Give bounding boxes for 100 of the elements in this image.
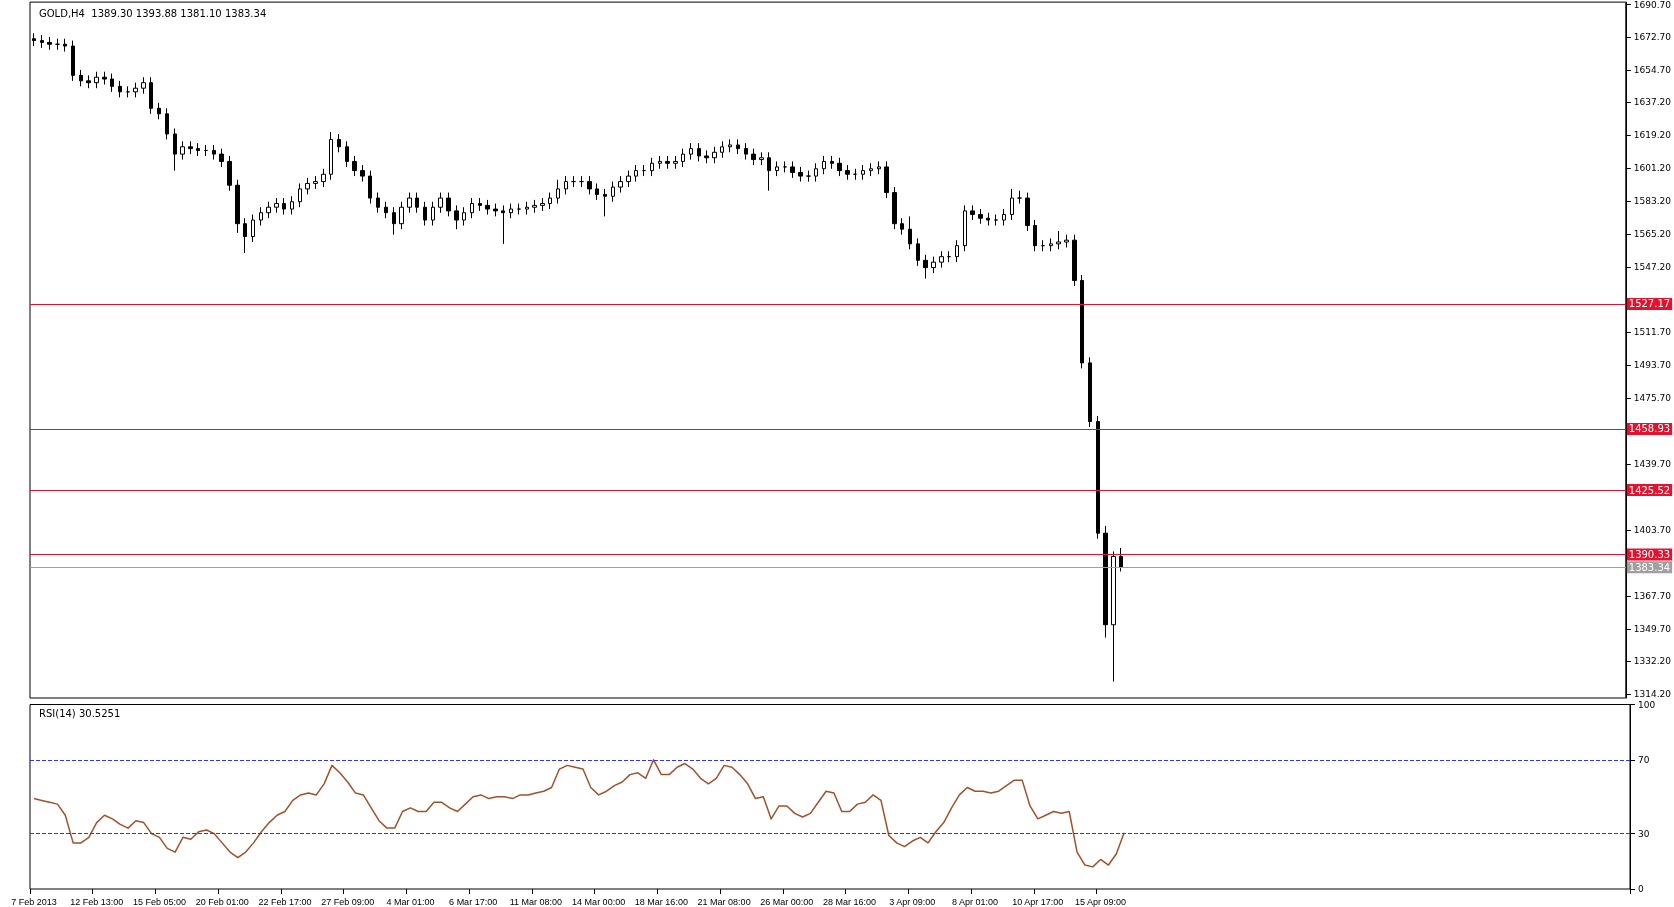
candlestick xyxy=(118,80,122,98)
candlestick xyxy=(525,201,529,216)
candlestick xyxy=(626,170,631,188)
candlestick xyxy=(493,203,498,217)
candlestick xyxy=(71,40,75,82)
x-tick-label: 3 Apr 09:00 xyxy=(889,896,936,907)
candlestick xyxy=(478,197,482,212)
candlestick xyxy=(712,146,717,164)
candlestick xyxy=(939,250,944,269)
candlestick xyxy=(540,197,545,212)
y-tick-label: 1547.20 xyxy=(1633,262,1672,273)
candlestick xyxy=(587,175,592,195)
candlestick xyxy=(485,199,490,216)
candlestick xyxy=(501,204,505,245)
candlestick xyxy=(986,212,990,227)
y-tick-label: 1619.20 xyxy=(1633,130,1672,141)
line-series xyxy=(33,759,1125,868)
candlestick xyxy=(681,148,685,168)
y-tick-label: 1475.70 xyxy=(1633,393,1672,404)
candlestick xyxy=(196,142,200,157)
candlestick xyxy=(431,201,435,227)
candlestick xyxy=(548,192,552,210)
candlestick xyxy=(892,186,897,230)
x-tick-label: 14 Mar 00:00 xyxy=(572,896,626,907)
candlestick xyxy=(861,164,865,181)
candlestick xyxy=(227,155,232,192)
candlestick xyxy=(360,164,365,183)
candlestick xyxy=(1033,219,1037,252)
candlestick xyxy=(603,188,607,217)
x-tick-label: 15 Feb 05:00 xyxy=(132,896,186,907)
ref-line-label: 1383.34 xyxy=(1628,561,1671,573)
candlestick xyxy=(650,157,654,177)
candlestick xyxy=(321,168,326,188)
y-tick-label: 1511.70 xyxy=(1633,327,1672,338)
candlestick xyxy=(571,175,576,188)
ref-line-label: 1527.17 xyxy=(1628,298,1671,310)
y-tick-label: 100 xyxy=(1638,699,1656,710)
candlestick xyxy=(1096,415,1100,540)
candlestick xyxy=(384,201,388,219)
candlestick xyxy=(282,197,286,216)
candlestick xyxy=(822,155,826,175)
candlestick xyxy=(32,32,36,47)
candlestick xyxy=(759,151,764,166)
y-tick-label: 1654.70 xyxy=(1633,65,1672,76)
candlestick xyxy=(689,142,693,161)
candlestick xyxy=(462,206,466,227)
candlestick xyxy=(611,181,615,203)
candlestick xyxy=(1064,234,1069,249)
candlestick xyxy=(266,201,271,219)
candlestick xyxy=(775,160,779,177)
y-tick-label: 1439.70 xyxy=(1633,459,1672,470)
x-tick-label: 7 Feb 2013 xyxy=(11,896,57,907)
candlestick xyxy=(133,82,138,98)
candlestick xyxy=(1010,188,1014,221)
candlestick xyxy=(955,239,959,263)
candlestick xyxy=(274,197,279,214)
candlestick xyxy=(869,162,873,177)
y-tick-label: 1332.20 xyxy=(1633,656,1672,667)
candlestick xyxy=(399,201,404,230)
candlestick xyxy=(305,177,310,195)
candlestick xyxy=(837,157,842,177)
candlestick xyxy=(970,204,975,221)
y-tick-label: 1493.70 xyxy=(1633,360,1672,371)
candlestick xyxy=(454,204,459,230)
candlestick xyxy=(180,140,185,161)
candlestick xyxy=(900,217,904,236)
y-tick-label: 1672.70 xyxy=(1633,32,1672,43)
candlestick xyxy=(845,164,850,181)
x-tick-label: 28 Mar 16:00 xyxy=(823,896,877,907)
candlestick xyxy=(665,155,670,170)
candlestick xyxy=(931,256,936,274)
candlestick xyxy=(423,201,427,227)
candlestick xyxy=(1025,192,1030,232)
candlestick xyxy=(329,131,333,181)
candlestick xyxy=(86,74,91,89)
chart-title: RSI(14) 30.5251 xyxy=(39,707,121,719)
x-tick-label: 15 Apr 09:00 xyxy=(1075,896,1127,907)
candlestick xyxy=(110,73,114,93)
y-tick-label: 1314.20 xyxy=(1633,688,1672,699)
ref-line-label: 1390.33 xyxy=(1628,549,1671,561)
candlestick xyxy=(1049,237,1053,252)
y-tick-label: 1601.20 xyxy=(1633,163,1672,174)
x-tick-label: 6 Mar 17:00 xyxy=(449,896,498,907)
y-tick-label: 1637.20 xyxy=(1633,97,1672,108)
candlestick xyxy=(438,192,443,214)
candlestick xyxy=(704,149,709,164)
candlestick xyxy=(376,192,380,214)
candlestick xyxy=(63,38,67,53)
candlestick xyxy=(830,155,834,170)
candlestick xyxy=(916,237,920,267)
candlestick xyxy=(595,182,599,201)
candlestick xyxy=(1072,234,1077,287)
candlestick xyxy=(814,162,818,183)
candlestick xyxy=(658,155,662,170)
candlestick xyxy=(509,203,513,219)
candlestick xyxy=(298,182,302,208)
candlestick xyxy=(47,36,52,51)
x-tick-label: 21 Mar 08:00 xyxy=(697,896,751,907)
candlestick xyxy=(219,148,224,168)
candlestick xyxy=(55,38,60,51)
